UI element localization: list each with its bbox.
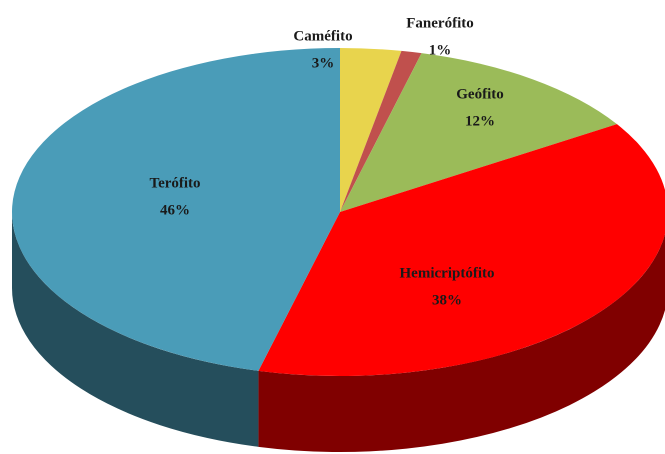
slice — [258, 124, 665, 376]
slice-value-label: 12% — [465, 113, 495, 129]
slice-value-label: 1% — [429, 42, 452, 58]
slice-value-label: 3% — [312, 55, 335, 71]
slice-label: Terófito — [149, 175, 200, 191]
slice-label: Fanerófito — [406, 15, 473, 31]
slice-side — [258, 234, 665, 452]
slice-value-label: 46% — [160, 202, 190, 218]
slice-label: Hemicriptófito — [400, 265, 495, 281]
slice — [340, 48, 402, 212]
slice-label: Geófito — [456, 86, 503, 102]
slice — [12, 48, 340, 371]
slice — [340, 53, 617, 213]
slice-side — [12, 212, 259, 447]
slice — [340, 50, 422, 212]
slice-label: Caméfito — [293, 28, 352, 44]
slice-value-label: 38% — [432, 292, 462, 308]
